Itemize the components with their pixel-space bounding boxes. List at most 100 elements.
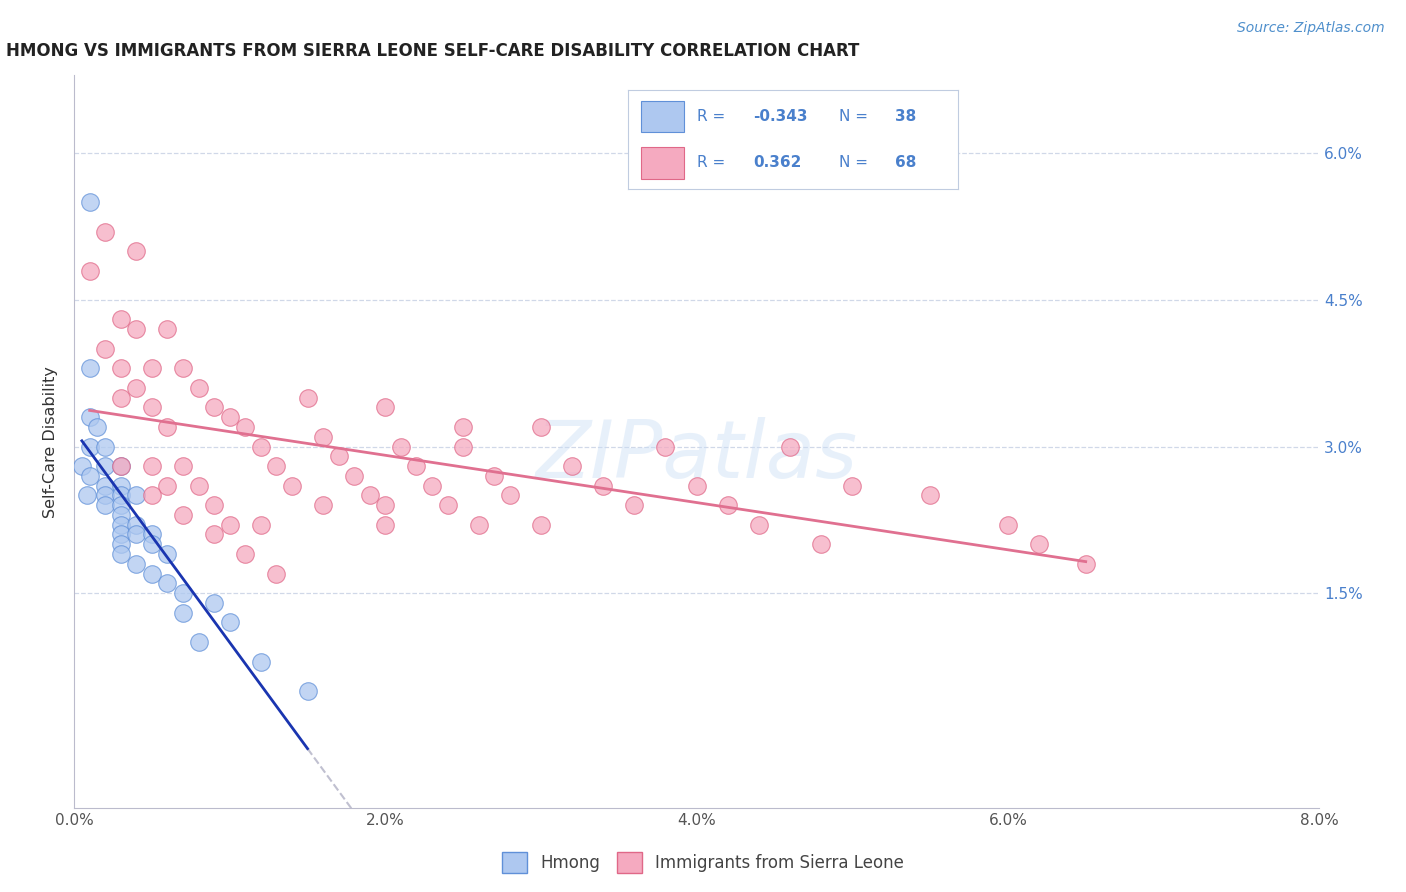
Point bbox=[841, 478, 863, 492]
Point bbox=[623, 498, 645, 512]
Point bbox=[141, 488, 163, 502]
Point bbox=[110, 488, 132, 502]
Point bbox=[436, 498, 458, 512]
Point bbox=[141, 527, 163, 541]
Point bbox=[202, 401, 225, 415]
Point bbox=[76, 488, 98, 502]
Point bbox=[110, 391, 132, 405]
Point bbox=[156, 576, 179, 591]
Point bbox=[467, 517, 489, 532]
Point bbox=[125, 381, 148, 395]
Point bbox=[187, 478, 209, 492]
Point bbox=[1074, 557, 1097, 571]
Point bbox=[70, 459, 93, 474]
Point bbox=[233, 547, 256, 561]
Point bbox=[79, 263, 101, 277]
Point bbox=[172, 586, 194, 600]
Point bbox=[250, 517, 273, 532]
Point bbox=[172, 606, 194, 620]
Point bbox=[530, 517, 553, 532]
Point bbox=[141, 537, 163, 551]
Point bbox=[125, 488, 148, 502]
Y-axis label: Self-Care Disability: Self-Care Disability bbox=[44, 366, 58, 517]
Point bbox=[156, 478, 179, 492]
Point bbox=[250, 440, 273, 454]
Point bbox=[997, 517, 1019, 532]
Point bbox=[451, 440, 474, 454]
Point bbox=[110, 478, 132, 492]
Point bbox=[125, 517, 148, 532]
Point bbox=[374, 517, 396, 532]
Point bbox=[125, 322, 148, 336]
Point bbox=[918, 488, 941, 502]
Point bbox=[172, 459, 194, 474]
Point bbox=[266, 566, 288, 581]
Point bbox=[420, 478, 443, 492]
Point bbox=[328, 450, 350, 464]
Point bbox=[125, 527, 148, 541]
Point bbox=[359, 488, 381, 502]
Point bbox=[202, 498, 225, 512]
Point bbox=[94, 459, 117, 474]
Point bbox=[110, 459, 132, 474]
Point bbox=[187, 635, 209, 649]
Point bbox=[374, 401, 396, 415]
Point bbox=[125, 244, 148, 258]
Text: Source: ZipAtlas.com: Source: ZipAtlas.com bbox=[1237, 21, 1385, 35]
Point bbox=[156, 322, 179, 336]
Text: ZIPatlas: ZIPatlas bbox=[536, 417, 858, 495]
Point bbox=[484, 468, 506, 483]
Point bbox=[141, 401, 163, 415]
Point bbox=[405, 459, 427, 474]
Point bbox=[79, 195, 101, 210]
Point bbox=[125, 557, 148, 571]
Point bbox=[281, 478, 304, 492]
Point bbox=[79, 361, 101, 376]
Point bbox=[343, 468, 366, 483]
Point bbox=[250, 655, 273, 669]
Point bbox=[156, 547, 179, 561]
Point bbox=[94, 478, 117, 492]
Point bbox=[172, 361, 194, 376]
Legend: Hmong, Immigrants from Sierra Leone: Hmong, Immigrants from Sierra Leone bbox=[495, 846, 911, 880]
Point bbox=[592, 478, 614, 492]
Point bbox=[187, 381, 209, 395]
Point bbox=[94, 225, 117, 239]
Point bbox=[1028, 537, 1050, 551]
Point bbox=[297, 391, 319, 405]
Point bbox=[717, 498, 740, 512]
Point bbox=[312, 498, 335, 512]
Point bbox=[110, 361, 132, 376]
Point bbox=[218, 410, 240, 425]
Point bbox=[202, 596, 225, 610]
Point bbox=[94, 342, 117, 356]
Point bbox=[110, 312, 132, 326]
Point bbox=[79, 440, 101, 454]
Point bbox=[451, 420, 474, 434]
Point bbox=[748, 517, 770, 532]
Point bbox=[218, 615, 240, 630]
Point bbox=[202, 527, 225, 541]
Point bbox=[141, 566, 163, 581]
Point bbox=[297, 683, 319, 698]
Point bbox=[110, 508, 132, 522]
Point bbox=[94, 488, 117, 502]
Point bbox=[156, 420, 179, 434]
Point bbox=[110, 498, 132, 512]
Point bbox=[110, 547, 132, 561]
Point bbox=[110, 517, 132, 532]
Text: HMONG VS IMMIGRANTS FROM SIERRA LEONE SELF-CARE DISABILITY CORRELATION CHART: HMONG VS IMMIGRANTS FROM SIERRA LEONE SE… bbox=[6, 42, 859, 60]
Point bbox=[233, 420, 256, 434]
Point bbox=[141, 361, 163, 376]
Point bbox=[499, 488, 522, 502]
Point bbox=[685, 478, 707, 492]
Point bbox=[94, 498, 117, 512]
Point bbox=[312, 430, 335, 444]
Point bbox=[810, 537, 832, 551]
Point bbox=[79, 410, 101, 425]
Point bbox=[654, 440, 676, 454]
Point bbox=[172, 508, 194, 522]
Point bbox=[266, 459, 288, 474]
Point bbox=[110, 537, 132, 551]
Point bbox=[110, 459, 132, 474]
